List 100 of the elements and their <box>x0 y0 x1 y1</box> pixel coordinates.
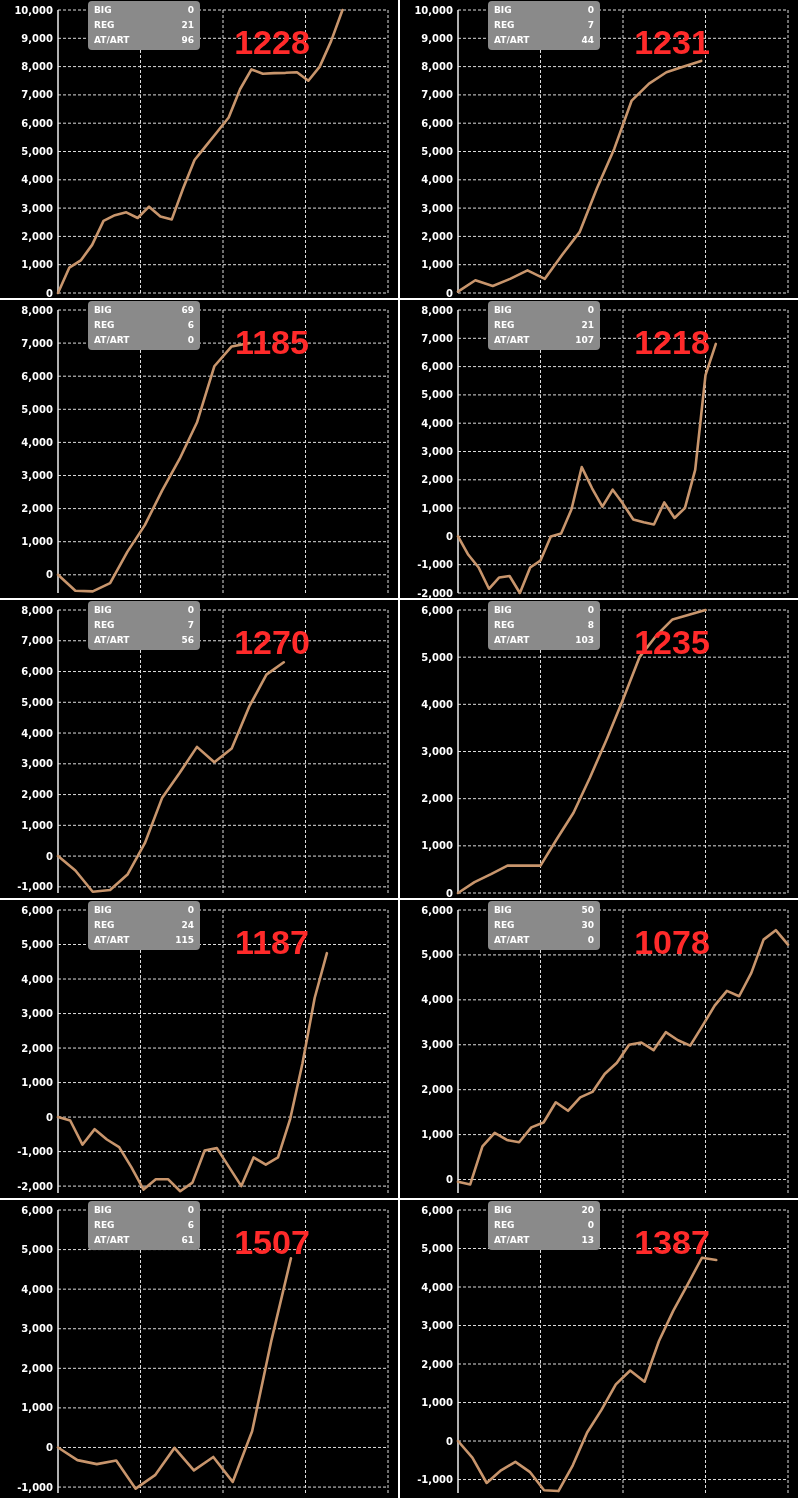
y-tick-label: 0 <box>446 287 454 299</box>
annotation: REG <box>494 620 515 630</box>
y-tick-label: 6,000 <box>21 1204 54 1216</box>
line-series <box>456 928 790 1186</box>
y-tick-label: 6,000 <box>421 1204 454 1216</box>
annotation: AT/ART <box>94 1235 131 1245</box>
annotation: BIG <box>94 905 112 915</box>
y-tick-label: 3,000 <box>21 1008 54 1020</box>
y-tick-label: 5,000 <box>421 146 454 157</box>
y-tick-label: 3,000 <box>421 746 454 757</box>
y-tick-label: 8,000 <box>421 304 454 316</box>
y-tick-label: 5,000 <box>21 146 54 157</box>
y-tick-label: 1,000 <box>421 840 454 852</box>
y-tick-label: 2,000 <box>21 789 54 801</box>
y-tick-label: 4,000 <box>21 436 54 448</box>
y-tick-label: 0 <box>446 530 454 542</box>
line-series <box>56 8 344 295</box>
annotation: 13 <box>581 1235 594 1245</box>
annotation: 61 <box>181 1235 194 1245</box>
annotation: 24 <box>181 920 194 930</box>
y-tick-label: 7,000 <box>21 635 54 647</box>
y-tick-label: 5,000 <box>21 1244 54 1256</box>
annotation: 103 <box>575 635 594 645</box>
line-series <box>456 59 703 293</box>
annotation: 56 <box>181 635 194 645</box>
y-tick-label: 5,000 <box>21 696 54 708</box>
annotation: 21 <box>581 320 594 330</box>
annotation: 0 <box>587 305 594 315</box>
y-tick-label: 6,000 <box>21 370 54 382</box>
annotation: 0 <box>187 335 194 345</box>
annotation: AT/ART <box>94 635 131 645</box>
y-tick-label: 6,000 <box>21 904 54 916</box>
annotation: REG <box>94 620 115 630</box>
annotation: 7 <box>187 620 194 630</box>
y-tick-label: 8,000 <box>421 61 454 73</box>
y-tick-label: 10,000 <box>14 4 54 16</box>
annotation: AT/ART <box>494 635 531 645</box>
annotation: 6 <box>187 1220 194 1230</box>
annotation: 50 <box>581 905 594 915</box>
y-tick-label: 1,000 <box>421 1129 454 1141</box>
y-tick-label: 6,000 <box>421 361 454 373</box>
y-tick-label: 1,000 <box>421 259 454 271</box>
annotation: REG <box>494 920 515 930</box>
y-tick-label: 5,000 <box>421 1243 454 1254</box>
y-tick-label: 2,000 <box>421 474 454 486</box>
annotation: AT/ART <box>94 335 131 345</box>
y-tick-label: 5,000 <box>421 651 454 663</box>
chart-title: 1078 <box>634 923 710 961</box>
annotation: AT/ART <box>494 1235 531 1245</box>
annotation: REG <box>94 1220 115 1230</box>
annotation: 96 <box>181 35 194 45</box>
y-tick-label: -1,000 <box>417 559 454 571</box>
y-tick-label: 3,000 <box>421 446 454 457</box>
y-tick-label: 5,000 <box>21 939 54 951</box>
annotation: 107 <box>575 335 594 345</box>
y-tick-label: 6,000 <box>21 117 54 129</box>
y-tick-label: 6,000 <box>421 117 454 129</box>
annotation: AT/ART <box>94 35 131 45</box>
annotation: 69 <box>181 305 194 315</box>
annotation: 0 <box>587 1220 594 1230</box>
annotation: REG <box>494 20 515 30</box>
annotation: 6 <box>187 320 194 330</box>
chart-title: 1507 <box>234 1223 310 1261</box>
annotation: 44 <box>581 35 594 45</box>
y-tick-label: 2,000 <box>421 793 454 805</box>
annotation: REG <box>494 320 515 330</box>
annotation: AT/ART <box>94 935 131 945</box>
y-tick-label: 1,000 <box>421 502 454 514</box>
annotation: BIG <box>494 905 512 915</box>
annotation: 115 <box>175 935 194 945</box>
y-tick-label: 4,000 <box>421 417 454 429</box>
y-tick-label: 3,000 <box>21 758 54 770</box>
annotation: REG <box>94 920 115 930</box>
y-tick-label: 2,000 <box>421 230 454 242</box>
y-tick-label: 3,000 <box>421 1039 454 1051</box>
chart-title: 1187 <box>235 923 309 961</box>
y-tick-label: 0 <box>46 569 54 581</box>
y-tick-label: -1,000 <box>17 1146 54 1158</box>
annotation: BIG <box>494 5 512 15</box>
y-tick-label: 4,000 <box>421 174 454 186</box>
y-tick-label: 4,000 <box>21 973 54 985</box>
y-tick-label: 5,000 <box>421 949 454 961</box>
y-tick-label: 0 <box>446 1435 454 1447</box>
annotation: 0 <box>187 1205 194 1215</box>
annotation: 8 <box>587 620 594 630</box>
y-tick-label: 2,000 <box>421 1084 454 1096</box>
y-tick-label: 1,000 <box>421 1397 454 1409</box>
line-series <box>56 1256 293 1490</box>
y-tick-label: 2,000 <box>421 1358 454 1370</box>
chart-title: 1270 <box>234 623 310 661</box>
y-tick-label: 5,000 <box>421 389 454 401</box>
annotation: 0 <box>587 5 594 15</box>
y-tick-label: 8,000 <box>21 304 54 316</box>
annotation: BIG <box>494 1205 512 1215</box>
y-tick-label: 3,000 <box>421 1320 454 1332</box>
y-tick-label: 6,000 <box>421 904 454 916</box>
annotation: 0 <box>587 605 594 615</box>
annotation: 21 <box>181 20 194 30</box>
chart-title: 1218 <box>634 323 710 361</box>
y-tick-label: 1,000 <box>21 536 54 548</box>
